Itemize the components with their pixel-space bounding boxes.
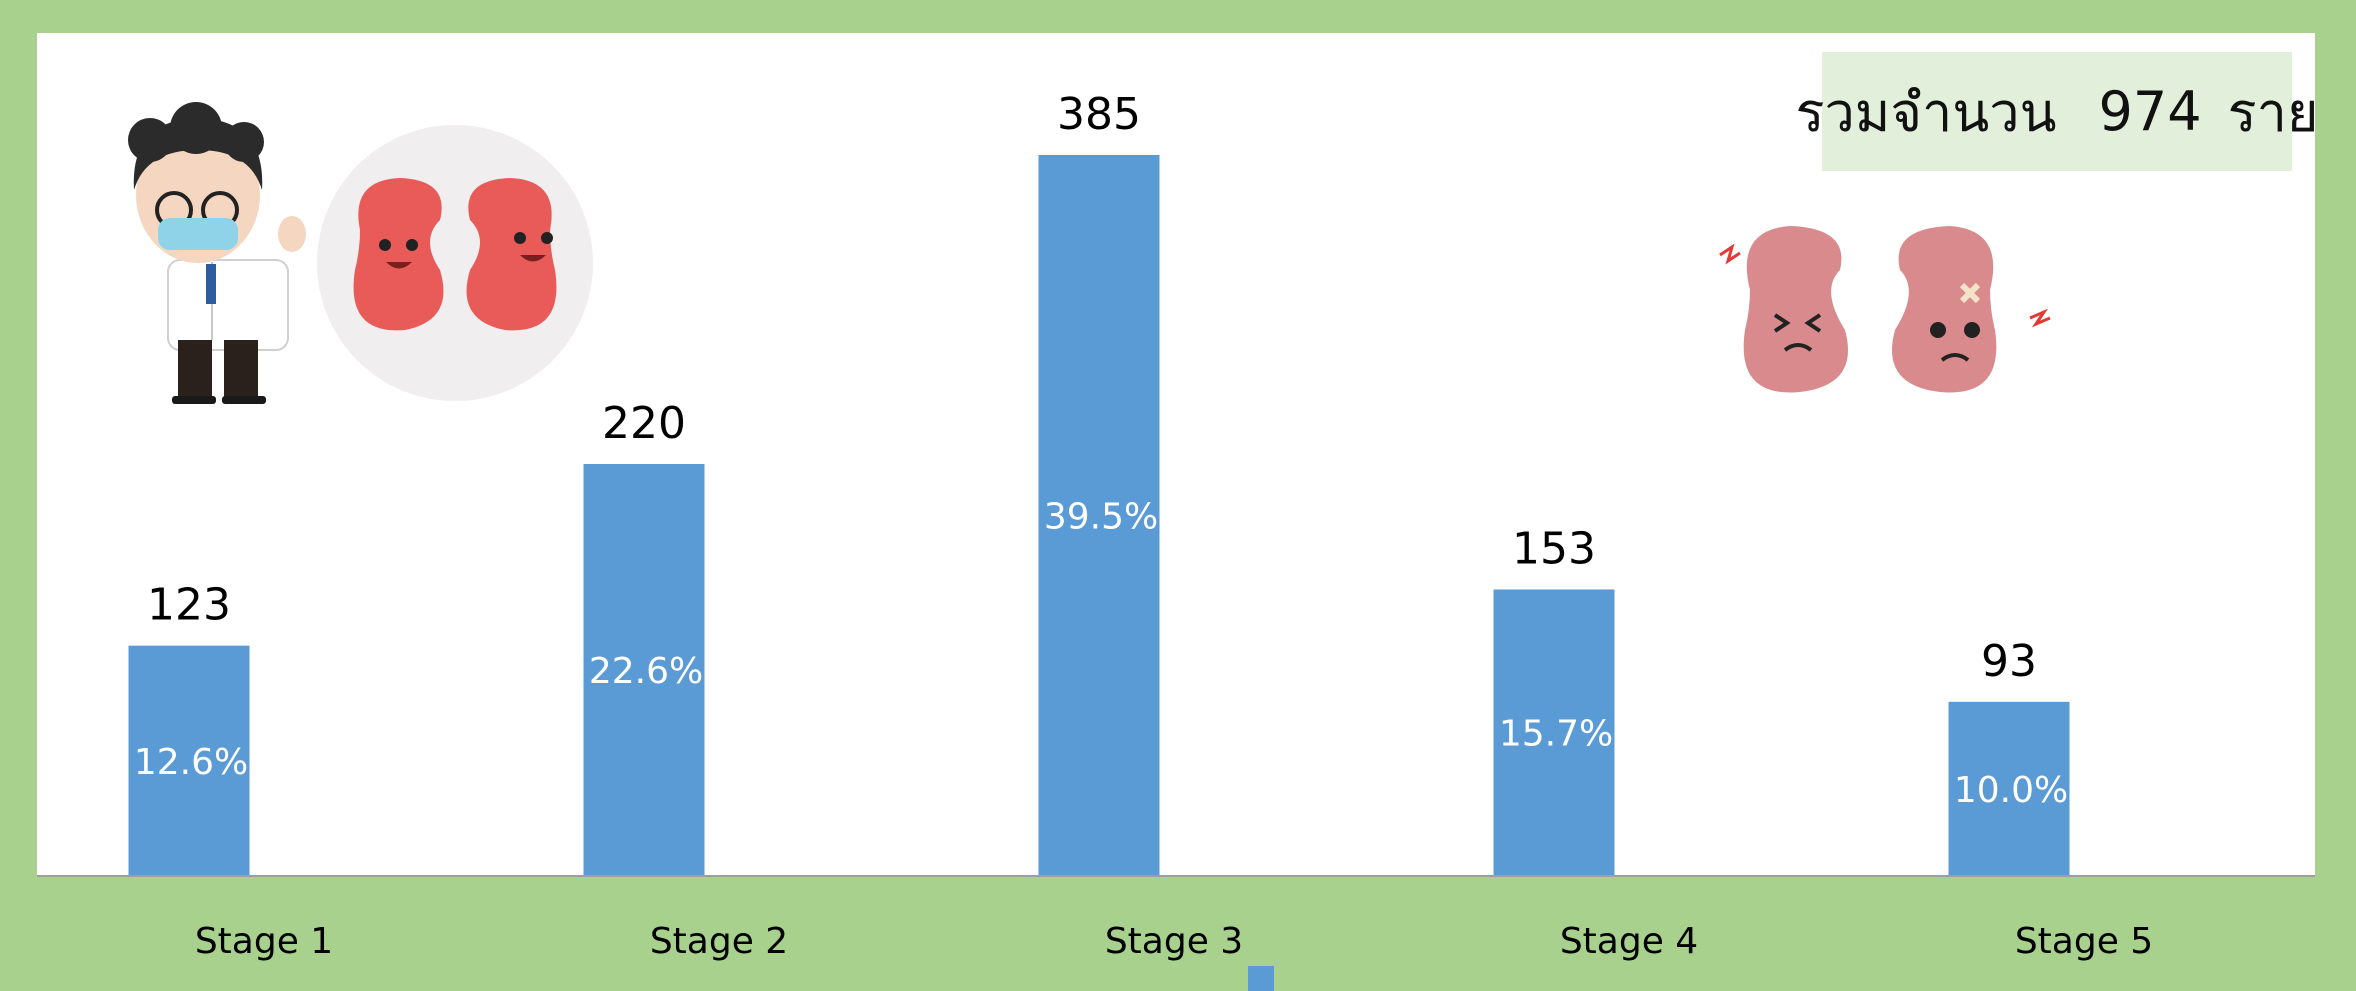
bar-percent-label: 39.5% [1044, 497, 1158, 538]
bar-value-label: 93 [1981, 636, 2037, 687]
bar [1038, 155, 1160, 876]
total-prefix: รวมจำนวน [1795, 80, 2057, 144]
bar [128, 645, 250, 876]
bar-value-label: 153 [1512, 523, 1596, 574]
happy-kidneys-icon [317, 125, 593, 401]
bar-percent-label: 22.6% [589, 651, 703, 692]
bar-value-label: 385 [1057, 89, 1141, 140]
legend-marker [1248, 966, 1274, 991]
bar [1948, 701, 2070, 876]
bar [1493, 589, 1615, 876]
bar [583, 464, 705, 876]
bar-value-label: 123 [147, 580, 231, 631]
total-count: 974 [2098, 80, 2202, 143]
x-tick-label: Stage 5 [2015, 921, 2153, 962]
x-tick-label: Stage 1 [195, 921, 333, 962]
total-summary-box: รวมจำนวน 974 ราย [1795, 52, 2319, 171]
bar-percent-label: 10.0% [1954, 770, 2068, 811]
bar-percent-label: 12.6% [134, 742, 248, 783]
bar-value-label: 220 [602, 398, 686, 449]
bar-percent-label: 15.7% [1499, 714, 1613, 755]
sad-kidneys-icon [1719, 226, 2051, 393]
doctor-icon [128, 102, 306, 404]
x-tick-label: Stage 3 [1105, 921, 1243, 962]
x-tick-label: Stage 2 [650, 921, 788, 962]
total-suffix: ราย [2227, 80, 2319, 144]
x-tick-label: Stage 4 [1560, 921, 1698, 962]
